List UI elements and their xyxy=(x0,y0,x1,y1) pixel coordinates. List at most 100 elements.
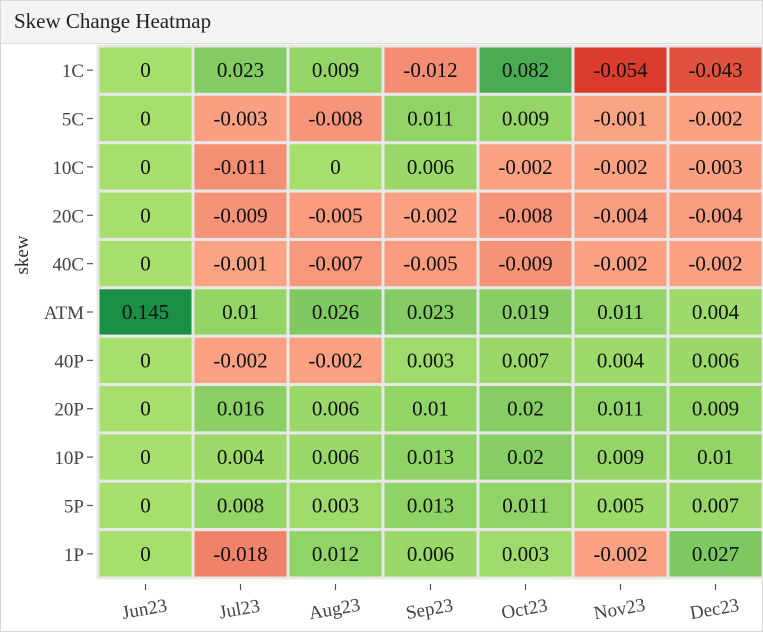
cell-value-label: -0.002 xyxy=(213,348,267,372)
cell-value-label: -0.011 xyxy=(214,155,267,179)
heatmap-cell xyxy=(381,383,480,435)
heatmap-cell xyxy=(286,383,385,435)
cell-value-label: -0.002 xyxy=(593,252,647,276)
heatmap-cell xyxy=(571,189,670,241)
cell-value-label: 0.145 xyxy=(122,300,169,324)
cell-value-label: -0.002 xyxy=(403,203,457,227)
cell-value-label: 0.011 xyxy=(597,397,643,421)
cell-value-label: 0 xyxy=(140,445,151,469)
heatmap-cell xyxy=(191,431,290,483)
y-tick-label: 40P xyxy=(54,351,84,372)
cell-value-label: 0.02 xyxy=(507,397,544,421)
y-tick-label: 1C xyxy=(62,61,84,82)
cell-value-label: 0.01 xyxy=(697,445,734,469)
cell-value-label: 0.013 xyxy=(407,493,454,517)
heatmap-cell xyxy=(666,92,763,145)
x-axis: Jun23 Jul23 Aug23 Sep23 Oct23 Nov23 Dec23 xyxy=(120,584,741,625)
cell-value-label: 0.004 xyxy=(597,348,645,372)
cell-value-label: 0.009 xyxy=(692,397,739,421)
cell-value-label: -0.002 xyxy=(688,107,742,131)
heatmap-cell xyxy=(96,334,195,387)
cell-value-label: -0.002 xyxy=(498,155,552,179)
heatmap-cell xyxy=(381,334,480,387)
heatmap-cell xyxy=(571,334,670,387)
heatmap-cell xyxy=(96,431,195,483)
cell-value-label: 0.082 xyxy=(502,58,549,82)
y-tick-label: 40C xyxy=(52,255,84,276)
x-tick-label: Dec23 xyxy=(688,595,740,624)
cell-value-label: -0.009 xyxy=(213,203,267,227)
cell-value-label: -0.008 xyxy=(308,107,362,131)
cell-value-label: 0.009 xyxy=(502,107,549,131)
y-tick-label: 1P xyxy=(64,545,84,566)
cell-value-label: 0 xyxy=(140,397,151,421)
y-tick-label: 20P xyxy=(54,400,84,421)
heatmap-cell xyxy=(571,431,670,483)
cell-value-label: -0.009 xyxy=(498,252,552,276)
y-tick-label: 10C xyxy=(52,158,84,179)
cell-value-label: 0.013 xyxy=(407,445,454,469)
x-tick-label: Jun23 xyxy=(120,595,168,624)
cell-value-label: -0.007 xyxy=(308,252,362,276)
heatmap-cell xyxy=(381,92,480,145)
cell-value-label: 0.011 xyxy=(597,300,643,324)
x-tick-label: Sep23 xyxy=(404,595,454,624)
y-tick-label: 5P xyxy=(64,496,84,517)
cell-value-label: 0 xyxy=(140,155,151,179)
heatmap-cell xyxy=(571,92,670,145)
heatmap-cell xyxy=(666,237,763,290)
y-tick-label: 10P xyxy=(54,448,84,469)
cell-value-label: -0.002 xyxy=(688,252,742,276)
cell-value-label: 0.004 xyxy=(217,445,265,469)
cell-value-label: 0.006 xyxy=(312,445,359,469)
cell-value-label: 0.006 xyxy=(312,397,359,421)
cell-value-label: 0.003 xyxy=(312,493,359,517)
cell-value-label: -0.003 xyxy=(213,107,267,131)
heatmap-cell xyxy=(191,44,290,96)
cell-value-label: 0 xyxy=(330,155,341,179)
cell-value-label: -0.018 xyxy=(213,542,267,566)
cell-value-label: -0.001 xyxy=(213,252,267,276)
cell-value-label: 0.008 xyxy=(217,493,264,517)
heatmap-cell xyxy=(286,431,385,483)
heatmap-cell xyxy=(96,237,195,290)
cell-value-label: -0.002 xyxy=(593,542,647,566)
cell-value-label: 0 xyxy=(140,107,151,131)
x-tick-label: Jul23 xyxy=(217,596,261,624)
cell-value-label: 0.016 xyxy=(217,397,264,421)
cell-value-label: -0.002 xyxy=(308,348,362,372)
cell-value-label: 0.003 xyxy=(407,348,454,372)
cell-value-label: 0.019 xyxy=(502,300,549,324)
heatmap-cell xyxy=(96,44,195,96)
heatmap-cell xyxy=(666,528,763,580)
cell-value-label: -0.012 xyxy=(403,58,457,82)
cell-value-label: 0.007 xyxy=(692,493,739,517)
cell-value-label: -0.008 xyxy=(498,203,552,227)
cell-value-label: -0.043 xyxy=(688,58,742,82)
cell-value-label: -0.054 xyxy=(593,58,648,82)
cell-value-label: 0.003 xyxy=(502,542,549,566)
heatmap-cells: 0 0.023 0.009 -0.012 0.082 -0.054 -0.043 0 -0.00… xyxy=(96,44,763,580)
cell-value-label: 0.011 xyxy=(502,493,548,517)
cell-value-label: -0.001 xyxy=(593,107,647,131)
heatmap-cell xyxy=(96,286,195,338)
cell-value-label: 0.006 xyxy=(407,542,454,566)
chart-title: Skew Change Heatmap xyxy=(14,9,212,33)
cell-value-label: 0 xyxy=(140,348,151,372)
heatmap-cell xyxy=(96,528,195,580)
cell-value-label: 0.023 xyxy=(217,58,264,82)
y-axis: 1C 5C 10C 20C 40C ATM 40P 20P 10P 5P 1P xyxy=(44,61,93,566)
cell-value-label: 0.009 xyxy=(312,58,359,82)
cell-value-label: 0.007 xyxy=(502,348,549,372)
heatmap-cell xyxy=(476,528,575,580)
cell-value-label: 0.011 xyxy=(407,107,453,131)
cell-value-label: -0.004 xyxy=(593,203,648,227)
cell-value-label: 0.01 xyxy=(222,300,259,324)
cell-value-label: 0 xyxy=(140,58,151,82)
x-tick-label: Aug23 xyxy=(307,595,362,625)
cell-value-label: 0.023 xyxy=(407,300,454,324)
heatmap-cell xyxy=(476,189,575,241)
cell-value-label: 0.01 xyxy=(412,397,449,421)
cell-value-label: 0 xyxy=(140,542,151,566)
